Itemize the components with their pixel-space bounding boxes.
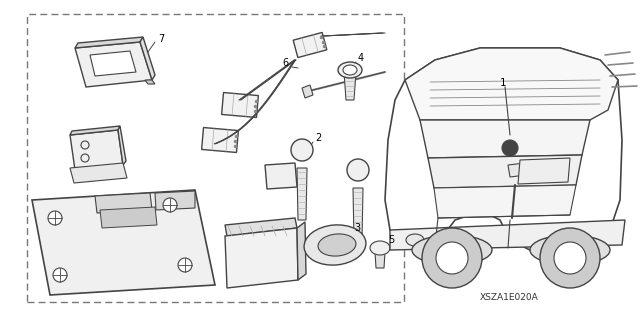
Circle shape xyxy=(502,140,518,156)
Ellipse shape xyxy=(347,159,369,181)
Polygon shape xyxy=(75,42,152,87)
Text: XSZA1E020A: XSZA1E020A xyxy=(480,293,539,302)
Polygon shape xyxy=(293,33,327,57)
Polygon shape xyxy=(353,188,363,240)
Text: 4: 4 xyxy=(358,53,364,63)
Ellipse shape xyxy=(370,241,390,255)
Polygon shape xyxy=(70,126,120,135)
Text: 2: 2 xyxy=(315,133,321,143)
Polygon shape xyxy=(202,128,238,152)
Circle shape xyxy=(53,268,67,282)
Polygon shape xyxy=(302,85,313,98)
Circle shape xyxy=(422,228,482,288)
Ellipse shape xyxy=(343,65,357,75)
Text: 1: 1 xyxy=(500,78,507,88)
Circle shape xyxy=(436,242,468,274)
Polygon shape xyxy=(265,163,297,189)
Polygon shape xyxy=(390,220,625,250)
Polygon shape xyxy=(225,218,297,236)
Circle shape xyxy=(163,198,177,212)
Polygon shape xyxy=(70,163,127,183)
Bar xyxy=(27,14,404,302)
Polygon shape xyxy=(405,48,618,120)
Polygon shape xyxy=(140,37,155,80)
Ellipse shape xyxy=(406,234,424,246)
Polygon shape xyxy=(428,155,582,188)
Ellipse shape xyxy=(304,225,366,265)
Circle shape xyxy=(178,258,192,272)
Polygon shape xyxy=(100,207,157,228)
Polygon shape xyxy=(420,120,590,158)
Polygon shape xyxy=(90,51,136,76)
Text: 5: 5 xyxy=(388,235,394,245)
Ellipse shape xyxy=(318,234,356,256)
Text: 7: 7 xyxy=(158,34,164,44)
Polygon shape xyxy=(221,93,259,117)
Ellipse shape xyxy=(530,235,610,265)
Polygon shape xyxy=(320,236,340,252)
Polygon shape xyxy=(145,80,155,84)
Ellipse shape xyxy=(412,235,492,265)
Text: 3: 3 xyxy=(354,223,360,233)
Circle shape xyxy=(48,211,62,225)
Polygon shape xyxy=(375,252,385,268)
Polygon shape xyxy=(95,193,152,213)
Text: 6: 6 xyxy=(282,58,288,68)
Polygon shape xyxy=(118,126,126,165)
Polygon shape xyxy=(225,228,298,288)
Polygon shape xyxy=(518,158,570,184)
Polygon shape xyxy=(297,168,307,220)
Polygon shape xyxy=(344,72,356,100)
Polygon shape xyxy=(75,37,143,48)
Circle shape xyxy=(554,242,586,274)
Ellipse shape xyxy=(291,139,313,161)
Polygon shape xyxy=(385,48,622,255)
Polygon shape xyxy=(70,130,123,170)
Polygon shape xyxy=(508,163,526,177)
Polygon shape xyxy=(155,191,195,210)
Ellipse shape xyxy=(338,62,362,78)
Circle shape xyxy=(540,228,600,288)
Polygon shape xyxy=(32,190,215,295)
Polygon shape xyxy=(434,185,576,218)
Polygon shape xyxy=(297,222,306,280)
